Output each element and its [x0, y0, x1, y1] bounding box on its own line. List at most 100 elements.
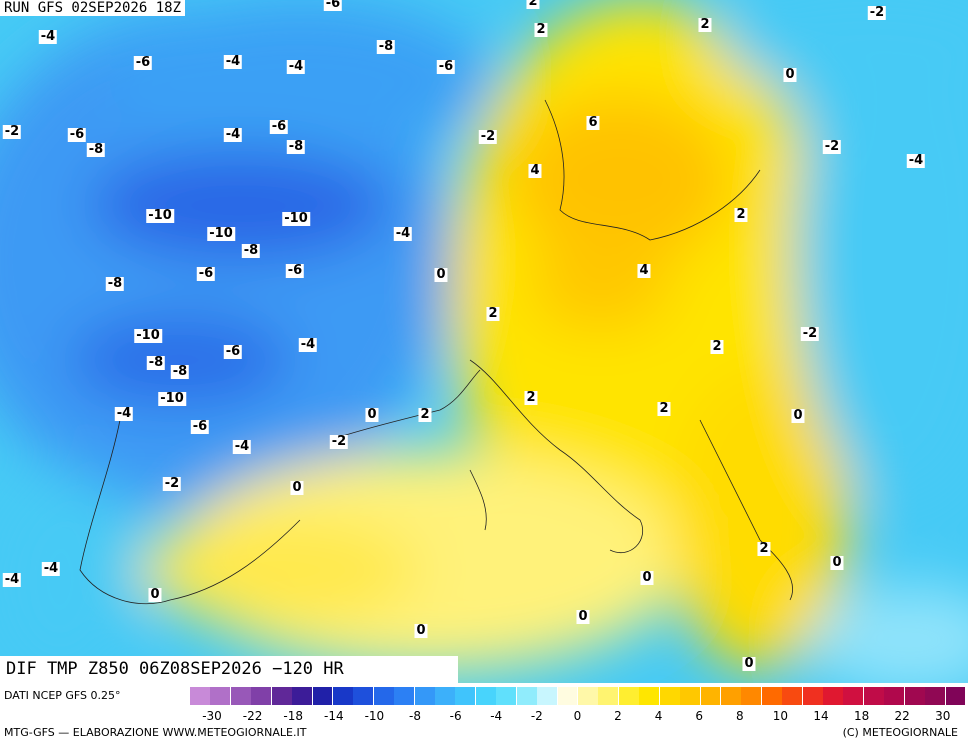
- colorbar-swatch: [904, 687, 926, 705]
- source-label: DATI NCEP GFS 0.25°: [4, 689, 121, 702]
- colorbar-label: 0: [573, 709, 582, 723]
- copyright-label: (C) METEOGIORNALE: [842, 726, 958, 739]
- contour-label: -8: [105, 276, 125, 291]
- contour-label: -2: [800, 326, 820, 341]
- contour-label: -8: [286, 139, 306, 154]
- map-title: DIF TMP Z850 06Z08SEP2026 −120 HR: [0, 656, 458, 683]
- colorbar-label: -2: [530, 709, 543, 723]
- colorbar-label: -4: [490, 709, 503, 723]
- colorbar-swatch: [618, 687, 640, 705]
- colorbar-label: -18: [283, 709, 303, 723]
- colorbar-label: -14: [323, 709, 344, 723]
- contour-label: -10: [134, 328, 162, 343]
- contour-label: -10: [158, 391, 186, 406]
- contour-label: -4: [286, 59, 306, 74]
- contour-label: -8: [86, 142, 106, 157]
- colorbar-swatch: [394, 687, 416, 705]
- contour-label: -2: [822, 139, 842, 154]
- colorbar-swatch: [843, 687, 865, 705]
- contour-label: -6: [436, 59, 456, 74]
- colorbar-swatch: [230, 687, 252, 705]
- contour-label: 2: [418, 407, 432, 422]
- colorbar-label: 18: [853, 709, 870, 723]
- colorbar-swatch: [312, 687, 334, 705]
- colorbar-label: -6: [449, 709, 462, 723]
- colorbar-swatch: [516, 687, 538, 705]
- contour-label: 0: [365, 407, 379, 422]
- colorbar-label: -8: [409, 709, 421, 723]
- colorbar-label: 14: [813, 709, 829, 723]
- colorbar-label: 6: [695, 709, 704, 723]
- contour-label: -6: [196, 266, 216, 281]
- colorbar-swatch: [292, 687, 313, 705]
- contour-label: -10: [146, 208, 174, 223]
- colorbar-swatch: [537, 687, 559, 705]
- colorbar-swatch: [659, 687, 681, 705]
- contour-label: 2: [698, 17, 712, 32]
- contour-label: 0: [791, 408, 805, 423]
- contour-label: 2: [486, 306, 500, 321]
- colorbar-swatch: [251, 687, 273, 705]
- colorbar-swatch: [700, 687, 722, 705]
- contour-label: 4: [528, 163, 542, 178]
- contour-label: 0: [742, 656, 756, 671]
- contour-label: 0: [148, 587, 162, 602]
- colorbar-swatch: [435, 687, 456, 705]
- contour-label: 0: [830, 555, 844, 570]
- colorbar-label: -22: [242, 709, 263, 723]
- contour-label: -8: [170, 364, 190, 379]
- contour-label: 0: [640, 570, 654, 585]
- contour-label: 0: [783, 67, 797, 82]
- contour-label: -6: [223, 344, 243, 359]
- colorbar-swatch: [863, 687, 885, 705]
- contour-label: -8: [241, 243, 261, 258]
- colorbar-label: 30: [935, 709, 951, 723]
- coastlines: [79, 99, 793, 605]
- contour-label: 0: [434, 267, 448, 282]
- colorbar-label: 2: [614, 709, 622, 723]
- credit-label: MTG-GFS — ELABORAZIONE WWW.METEOGIORNALE…: [4, 726, 307, 739]
- contour-label: -4: [41, 561, 61, 576]
- contour-label: -4: [223, 127, 243, 142]
- colorbar-swatch: [598, 687, 620, 705]
- contour-label: -4: [38, 29, 58, 44]
- contour-label: -6: [67, 127, 87, 142]
- colorbar-swatch: [210, 687, 232, 705]
- contour-label: 0: [290, 480, 304, 495]
- contour-label: -2: [162, 476, 182, 491]
- colorbar-swatch: [271, 687, 293, 705]
- map-field: [0, 0, 968, 683]
- contour-label: -4: [2, 572, 22, 587]
- contour-label: -6: [323, 0, 343, 11]
- contour-label: -6: [269, 119, 289, 134]
- colorbar-swatch: [802, 687, 824, 705]
- colorbar-label: 8: [735, 709, 744, 723]
- colorbar-swatch: [557, 687, 579, 705]
- contour-label: 6: [586, 115, 600, 130]
- colorbar-swatch: [741, 687, 763, 705]
- contour-label: -10: [207, 226, 235, 241]
- contour-label: 2: [757, 541, 771, 556]
- contour-label: -4: [232, 439, 252, 454]
- contour-label: -8: [376, 39, 396, 54]
- colorbar-swatch: [761, 687, 783, 705]
- contour-label: 2: [657, 401, 671, 416]
- colorbar-label: 22: [894, 709, 910, 723]
- contour-label: 2: [710, 339, 724, 354]
- contour-label: -8: [146, 355, 166, 370]
- colorbar-swatch: [353, 687, 375, 705]
- colorbar-swatch: [884, 687, 906, 705]
- contour-label: -4: [393, 226, 413, 241]
- colorbar-label: -30: [202, 709, 222, 723]
- contour-label: -4: [223, 54, 243, 69]
- colorbar-swatch: [823, 687, 844, 705]
- run-label: RUN GFS 02SEP2026 18Z: [0, 0, 186, 16]
- colorbar-label: 4: [654, 709, 663, 723]
- colorbar-swatch: [496, 687, 518, 705]
- contour-label: -6: [133, 55, 153, 70]
- colorbar-swatch: [680, 687, 701, 705]
- contour-label: -4: [906, 153, 926, 168]
- colorbar-label: 10: [772, 709, 789, 723]
- colorbar-swatch: [639, 687, 661, 705]
